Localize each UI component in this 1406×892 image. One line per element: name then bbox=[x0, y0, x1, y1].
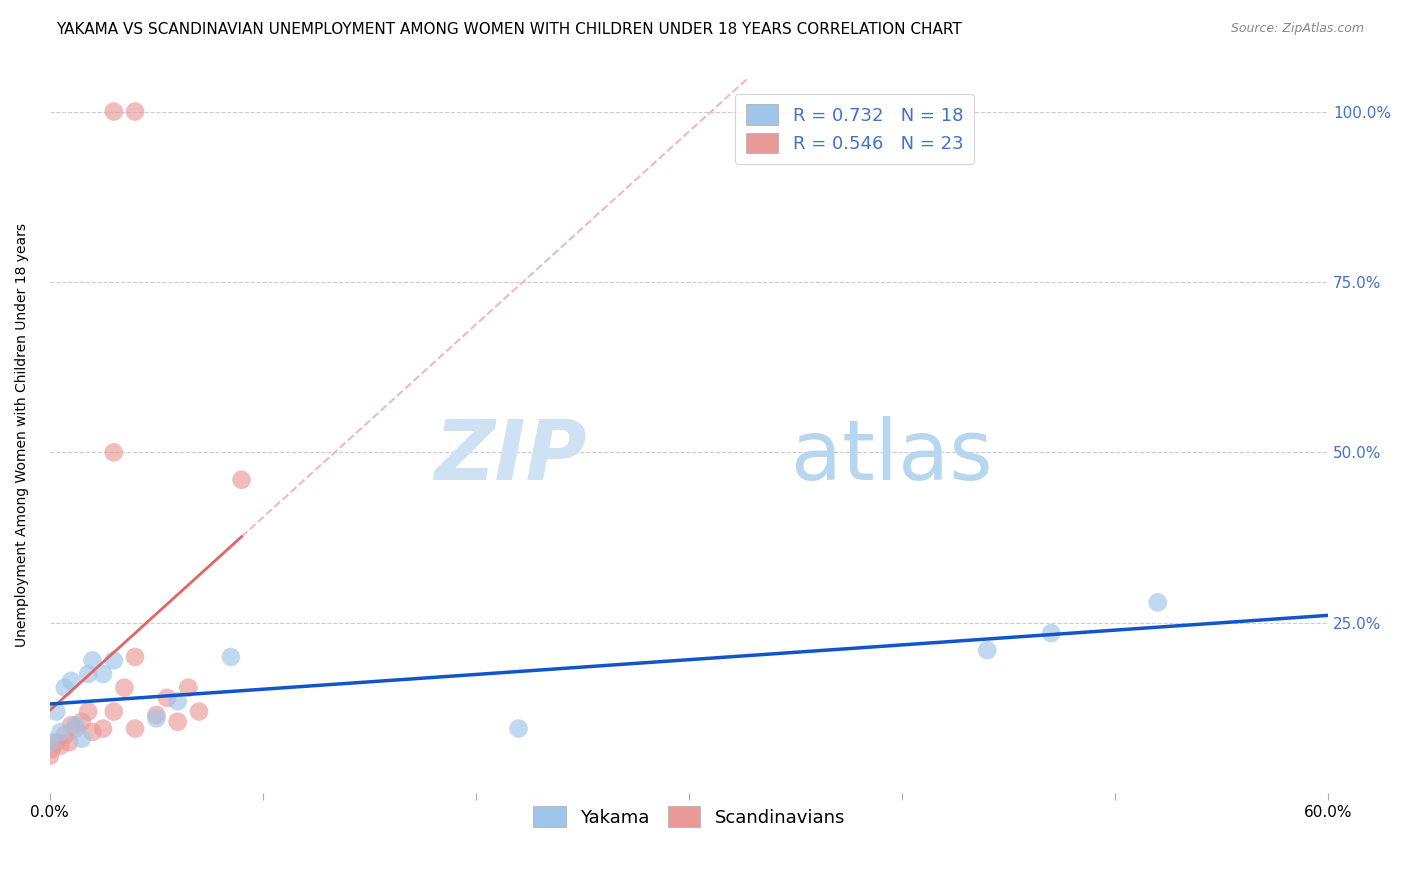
Point bbox=[53, 728, 76, 742]
Point bbox=[124, 722, 146, 736]
Point bbox=[70, 714, 93, 729]
Point bbox=[1146, 595, 1168, 609]
Point bbox=[976, 643, 998, 657]
Point bbox=[58, 735, 80, 749]
Point bbox=[103, 445, 125, 459]
Point bbox=[103, 653, 125, 667]
Point bbox=[65, 722, 87, 736]
Point bbox=[124, 650, 146, 665]
Point bbox=[112, 681, 135, 695]
Point bbox=[38, 748, 60, 763]
Text: YAKAMA VS SCANDINAVIAN UNEMPLOYMENT AMONG WOMEN WITH CHILDREN UNDER 18 YEARS COR: YAKAMA VS SCANDINAVIAN UNEMPLOYMENT AMON… bbox=[56, 22, 962, 37]
Point bbox=[77, 705, 100, 719]
Y-axis label: Unemployment Among Women with Children Under 18 years: Unemployment Among Women with Children U… bbox=[15, 223, 30, 648]
Point bbox=[49, 725, 72, 739]
Point bbox=[103, 705, 125, 719]
Point bbox=[231, 473, 253, 487]
Point bbox=[145, 711, 167, 725]
Point bbox=[65, 718, 87, 732]
Point bbox=[145, 708, 167, 723]
Point bbox=[41, 742, 63, 756]
Point bbox=[219, 650, 242, 665]
Point bbox=[60, 718, 83, 732]
Point bbox=[91, 722, 114, 736]
Point bbox=[166, 694, 188, 708]
Legend: Yakama, Scandinavians: Yakama, Scandinavians bbox=[526, 799, 852, 834]
Point bbox=[82, 725, 104, 739]
Point bbox=[156, 690, 179, 705]
Text: atlas: atlas bbox=[792, 417, 993, 498]
Point bbox=[103, 104, 125, 119]
Point bbox=[70, 731, 93, 746]
Text: ZIP: ZIP bbox=[434, 417, 586, 498]
Point bbox=[91, 667, 114, 681]
Point bbox=[188, 705, 211, 719]
Point bbox=[60, 673, 83, 688]
Point bbox=[53, 681, 76, 695]
Point bbox=[38, 735, 60, 749]
Point bbox=[45, 735, 67, 749]
Point bbox=[508, 722, 530, 736]
Text: Source: ZipAtlas.com: Source: ZipAtlas.com bbox=[1230, 22, 1364, 36]
Point bbox=[77, 667, 100, 681]
Point bbox=[166, 714, 188, 729]
Point bbox=[82, 653, 104, 667]
Point bbox=[124, 104, 146, 119]
Point bbox=[1040, 626, 1063, 640]
Point bbox=[177, 681, 200, 695]
Point bbox=[45, 705, 67, 719]
Point bbox=[49, 739, 72, 753]
